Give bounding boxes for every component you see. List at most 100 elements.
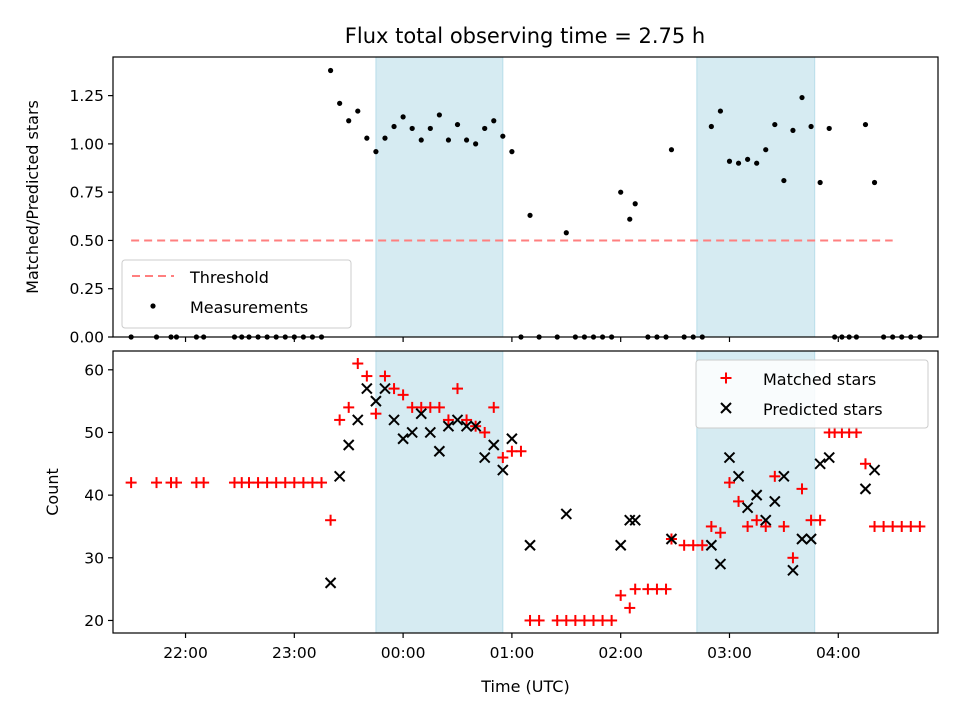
predicted-star-point bbox=[343, 439, 355, 451]
matched-star-point bbox=[334, 414, 346, 426]
predicted-star-point bbox=[796, 533, 808, 545]
y-tick-label: 60 bbox=[84, 361, 104, 379]
matched-star-point bbox=[497, 452, 509, 464]
y-tick-label: 30 bbox=[84, 549, 104, 567]
measurement-point bbox=[409, 125, 415, 132]
predicted-star-mark-b bbox=[760, 514, 772, 526]
matched-star-point bbox=[760, 520, 772, 532]
predicted-star-point bbox=[814, 458, 826, 470]
matched-star-point bbox=[515, 445, 527, 457]
measurement-point bbox=[745, 156, 751, 162]
y-tick-label: 0.25 bbox=[69, 280, 104, 298]
predicted-star-point bbox=[324, 577, 337, 589]
matched-star-point bbox=[696, 539, 708, 551]
measurement-point bbox=[391, 123, 397, 130]
predicted-star-point bbox=[524, 539, 536, 551]
matched-star-point bbox=[343, 401, 355, 413]
matched-star-point bbox=[388, 383, 400, 395]
measurement-point bbox=[717, 108, 724, 114]
predicted-star-point bbox=[506, 433, 518, 445]
predicted-star-point bbox=[714, 558, 727, 570]
matched-star-point bbox=[488, 401, 500, 413]
predicted-star-mark-b bbox=[868, 464, 881, 476]
matched-star-point bbox=[433, 401, 445, 413]
legend: Matched stars Predicted stars bbox=[695, 359, 929, 429]
matched-star-point bbox=[751, 514, 763, 526]
predicted-star-mark-b bbox=[524, 539, 536, 551]
matched-star-point bbox=[379, 370, 391, 382]
predicted-star-mark-b bbox=[451, 414, 464, 426]
top-panel: 0.00 0.25 0.50 0.75 1.00 1.25 Matched/Predicte… bbox=[23, 56, 939, 347]
measurement-point bbox=[862, 121, 869, 128]
measurement-point bbox=[382, 135, 388, 141]
predicted-star-mark-b bbox=[343, 439, 355, 451]
predicted-star-point bbox=[478, 451, 491, 464]
matched-star-point bbox=[170, 477, 182, 489]
matched-star-point bbox=[914, 520, 926, 532]
legend-threshold-label: Threshold bbox=[189, 268, 269, 287]
matched-star-point bbox=[733, 495, 745, 507]
predicted-star-point bbox=[370, 395, 382, 407]
measurement-point bbox=[790, 127, 796, 133]
predicted-star-mark-b bbox=[614, 539, 627, 551]
x-tick-label: 04:00 bbox=[816, 644, 861, 662]
x-tick-label: 02:00 bbox=[598, 644, 643, 662]
predicted-star-point bbox=[424, 426, 437, 439]
predicted-star-mark-b bbox=[859, 483, 872, 495]
x-tick-label: 01:00 bbox=[490, 644, 535, 662]
predicted-star-mark-b bbox=[823, 451, 835, 464]
predicted-star-mark-b bbox=[629, 514, 641, 526]
predicted-star-point bbox=[469, 420, 482, 432]
measurement-point bbox=[482, 125, 488, 132]
predicted-star-mark-b bbox=[497, 464, 509, 476]
predicted-star-mark-b bbox=[370, 395, 382, 407]
x-tick-label: 00:00 bbox=[381, 644, 426, 662]
matched-star-point bbox=[370, 408, 382, 420]
measurement-point bbox=[364, 135, 370, 141]
matched-star-point bbox=[606, 614, 618, 626]
predicted-star-point bbox=[629, 514, 641, 526]
measurement-point bbox=[563, 230, 569, 236]
observing-interval-shade bbox=[696, 56, 816, 338]
predicted-star-point bbox=[497, 464, 509, 476]
matched-star-point bbox=[151, 477, 163, 489]
predicted-star-point bbox=[460, 420, 473, 432]
predicted-star-mark-b bbox=[723, 451, 736, 464]
measurement-point bbox=[355, 108, 361, 114]
measurement-point bbox=[500, 133, 506, 139]
matched-star-point bbox=[316, 477, 328, 489]
predicted-star-mark-b bbox=[750, 489, 763, 501]
matched-star-point bbox=[397, 389, 409, 401]
predicted-star-mark-b bbox=[388, 414, 400, 426]
predicted-star-point bbox=[560, 508, 573, 520]
matched-star-point bbox=[452, 383, 464, 395]
measurement-point bbox=[817, 179, 823, 186]
measurement-point bbox=[337, 100, 343, 106]
x-tick-label: 23:00 bbox=[272, 644, 317, 662]
measurement-point bbox=[871, 179, 878, 186]
legend-matched-label: Matched stars bbox=[763, 370, 876, 389]
predicted-star-mark-b bbox=[814, 458, 826, 470]
predicted-star-mark-b bbox=[442, 420, 455, 432]
predicted-star-point bbox=[741, 501, 754, 514]
legend-box bbox=[121, 259, 352, 329]
matched-star-point bbox=[125, 477, 137, 489]
legend-predicted-label: Predicted stars bbox=[763, 400, 883, 419]
matched-star-point bbox=[742, 520, 754, 532]
measurement-point bbox=[473, 141, 479, 147]
legend-box bbox=[695, 359, 929, 429]
predicted-star-mark-b bbox=[324, 577, 337, 589]
measurement-point bbox=[772, 121, 778, 128]
matched-star-point bbox=[796, 483, 808, 495]
predicted-star-point bbox=[760, 514, 772, 526]
x-tick-label: 03:00 bbox=[707, 644, 752, 662]
predicted-star-point bbox=[732, 470, 745, 483]
predicted-star-point bbox=[665, 533, 678, 545]
legend-measurements-label: Measurements bbox=[190, 298, 308, 317]
predicted-star-mark-b bbox=[460, 420, 473, 432]
predicted-star-point bbox=[488, 439, 500, 451]
y-axis-label: Count bbox=[43, 468, 62, 516]
predicted-star-mark-b bbox=[352, 414, 364, 426]
predicted-star-mark-b bbox=[705, 539, 718, 551]
